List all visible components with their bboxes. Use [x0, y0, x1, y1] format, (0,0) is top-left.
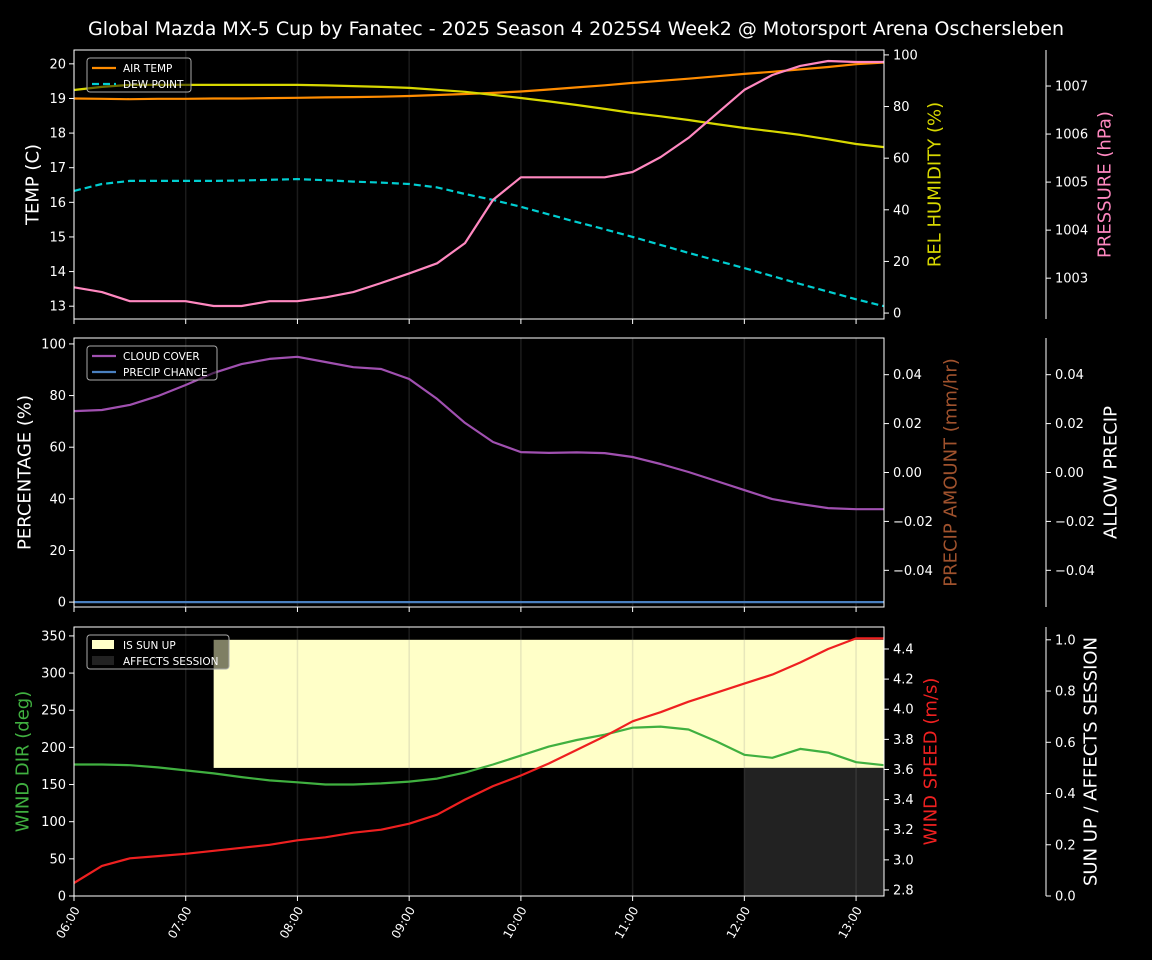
plot-frame — [73, 626, 885, 897]
panel-1: 13 14 15 16 17 18 19 20 TEMP (C) 0 20 40 60 80 100 REL … — [22, 48, 1115, 324]
y-tick-label: 0 — [58, 596, 66, 611]
y-tick-label: 100 — [41, 815, 66, 830]
y-tick-label: 0.2 — [1055, 838, 1076, 853]
panel-2: 0 20 40 60 80 100 PERCENTAGE (%) −0.04 −0.02 0.00… — [14, 337, 1121, 612]
y-tick-label: 0.00 — [1055, 466, 1084, 481]
y-tick-label: 50 — [49, 852, 66, 867]
y-tick-label: −0.04 — [1055, 564, 1095, 579]
y-tick-label: 0.02 — [893, 417, 922, 432]
y-tick-label: 17 — [49, 161, 66, 176]
y-tick-label: 100 — [893, 48, 918, 63]
y-tick-label: 0.00 — [893, 466, 922, 481]
y-tick-label: 3.8 — [893, 733, 914, 748]
legend-swatch — [92, 656, 114, 665]
axis-label: TEMP (C) — [22, 144, 43, 226]
y-tick-label: 80 — [893, 100, 910, 115]
y-tick-label: 16 — [49, 196, 66, 211]
y-tick-label: 3.4 — [893, 793, 914, 808]
axis-label: PERCENTAGE (%) — [14, 395, 35, 550]
y-tick-label: 1.0 — [1055, 633, 1076, 648]
legend-box — [86, 634, 230, 670]
y-tick-label: 3.0 — [893, 853, 914, 868]
y-tick-label: 150 — [41, 778, 66, 793]
y-tick-label: −0.02 — [1055, 515, 1095, 530]
y-tick-label: 350 — [41, 629, 66, 644]
y-tick-label: 4.4 — [893, 642, 914, 657]
y-tick-label: 20 — [49, 57, 66, 72]
y-tick-label: 0 — [58, 890, 66, 905]
y-tick-label: 4.2 — [893, 673, 914, 688]
y-tick-label: 1004 — [1055, 224, 1088, 239]
y-tick-label: 1003 — [1055, 272, 1088, 287]
chart-title: Global Mazda MX-5 Cup by Fanatec - 2025 … — [88, 18, 1064, 40]
plot-frame — [73, 49, 885, 320]
y-tick-label: 20 — [49, 544, 66, 559]
y-tick-label: 0.04 — [1055, 368, 1084, 383]
y-tick-label: 1006 — [1055, 128, 1088, 143]
legend: CLOUD COVER PRECIP CHANCE — [86, 345, 218, 381]
y-tick-label: 100 — [41, 337, 66, 352]
y-tick-label: 2.8 — [893, 883, 914, 898]
y-tick-label: 0.4 — [1055, 787, 1076, 802]
y-tick-label: 19 — [49, 92, 66, 107]
y-tick-label: 250 — [41, 704, 66, 719]
axis-label: REL HUMIDITY (%) — [924, 102, 945, 267]
y-tick-label: 3.2 — [893, 823, 914, 838]
y-tick-label: 40 — [893, 203, 910, 218]
series-line-dew-point — [73, 178, 885, 308]
legend-label: AIR TEMP — [123, 63, 172, 75]
y-tick-label: 13 — [49, 300, 66, 315]
y-tick-label: 0.02 — [1055, 417, 1084, 432]
area-is-sun-up — [213, 639, 885, 768]
y-tick-label: 0 — [893, 307, 901, 322]
y-tick-label: 1005 — [1055, 176, 1088, 191]
y-tick-label: 40 — [49, 492, 66, 507]
axis-label: PRECIP AMOUNT (mm/hr) — [940, 358, 961, 587]
y-tick-label: 15 — [49, 230, 66, 245]
y-tick-label: 0.8 — [1055, 685, 1076, 700]
y-tick-label: 3.6 — [893, 763, 914, 778]
panel-3: 06:00 07:00 08:00 09:00 10:00 11:00 12:00 13:00… — [12, 626, 1101, 941]
legend-label: CLOUD COVER — [123, 351, 200, 363]
y-tick-label: −0.02 — [893, 515, 933, 530]
axis-label: WIND DIR (deg) — [12, 691, 33, 833]
area-affects-session — [744, 767, 884, 896]
legend-swatch — [92, 640, 114, 649]
legend-label: IS SUN UP — [123, 640, 176, 652]
legend-box — [86, 345, 218, 381]
legend: IS SUN UP AFFECTS SESSION — [86, 634, 230, 670]
legend-box — [86, 57, 192, 93]
axis-label: SUN UP / AFFECTS SESSION — [1080, 637, 1101, 886]
y-tick-label: 200 — [41, 741, 66, 756]
legend-label: AFFECTS SESSION — [123, 656, 219, 668]
series-line-axis0 — [74, 725, 885, 786]
y-tick-label: 0.6 — [1055, 736, 1076, 751]
y-tick-label: 80 — [49, 389, 66, 404]
y-tick-label: −0.04 — [893, 564, 933, 579]
y-tick-label: 300 — [41, 667, 66, 682]
y-tick-label: 20 — [893, 255, 910, 270]
y-tick-label: 60 — [893, 152, 910, 167]
series-line-axis1 — [73, 83, 885, 149]
axis-label: WIND SPEED (m/s) — [920, 678, 941, 846]
legend-label: PRECIP CHANCE — [123, 367, 208, 379]
legend: AIR TEMP DEW POINT — [86, 57, 192, 93]
series-line-axis1 — [73, 637, 884, 884]
y-tick-label: 1007 — [1055, 80, 1088, 95]
legend-label: DEW POINT — [123, 79, 184, 91]
y-tick-label: 60 — [49, 441, 66, 456]
axis-label: PRESSURE (hPa) — [1094, 111, 1115, 258]
y-tick-label: 14 — [49, 265, 66, 280]
series-line-axis2 — [73, 59, 884, 308]
y-tick-label: 0.0 — [1055, 890, 1076, 905]
y-tick-label: 4.0 — [893, 703, 914, 718]
y-tick-label: 0.04 — [893, 368, 922, 383]
y-tick-label: 18 — [49, 127, 66, 142]
axis-label: ALLOW PRECIP — [1100, 406, 1121, 539]
